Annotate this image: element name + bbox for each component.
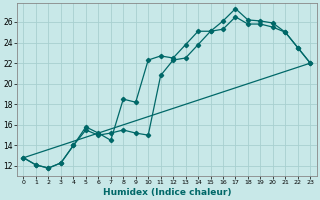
X-axis label: Humidex (Indice chaleur): Humidex (Indice chaleur) <box>103 188 231 197</box>
